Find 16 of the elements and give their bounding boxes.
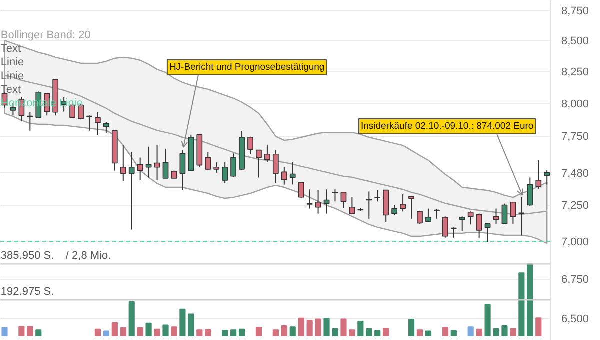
y2-tick-label: 385.950 S. (0, 250, 54, 262)
text: Bollinger Band: 20 (0, 30, 91, 42)
y-tick-label: 6,750 (562, 274, 590, 286)
annotation: / 2,8 Mio. (66, 250, 112, 262)
y-tick-label: 7,480 (562, 168, 590, 180)
y-tick-label: 8,750 (562, 6, 590, 18)
y-tick-label: 8,000 (562, 98, 590, 110)
y-tick-label: 7,750 (562, 131, 590, 144)
y-tick-label: 8,250 (562, 66, 590, 78)
y-tick-label: 7,000 (562, 236, 590, 249)
y-tick-label: 8,500 (562, 36, 590, 48)
y-tick-label: 7,250 (562, 200, 590, 212)
annotation: HJ-Bericht und Prognosebestätigung (169, 62, 325, 73)
annotation: Insiderkäufe 02.10.-09.10.: 874.002 Euro (360, 121, 534, 132)
y2-tick-label: 192.975 S. (0, 286, 54, 298)
y-tick-label: 6,500 (562, 313, 590, 326)
